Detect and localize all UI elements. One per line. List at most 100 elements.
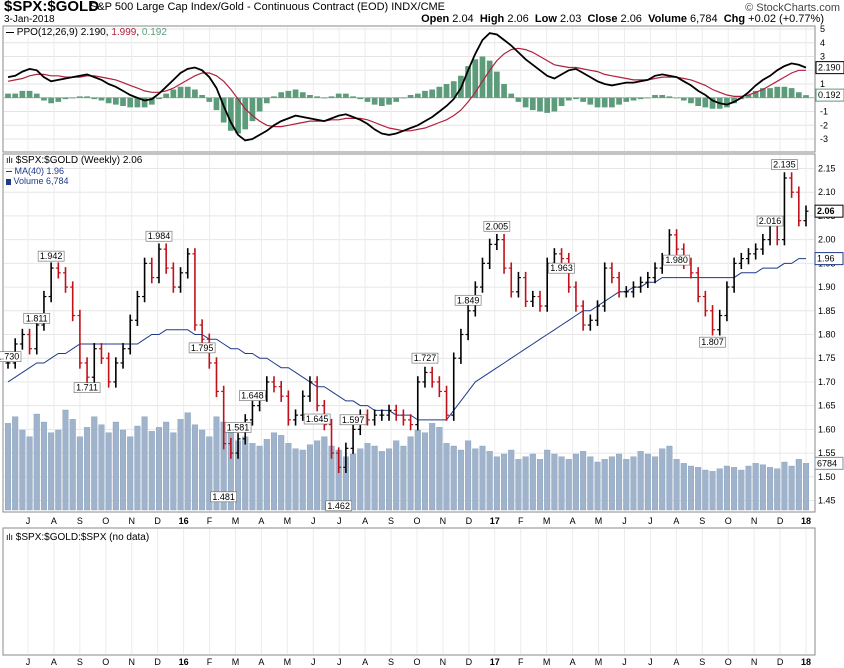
low-label: Low 2.03	[534, 13, 582, 25]
volume-bar	[249, 443, 256, 511]
price-x-tick-label: S	[77, 516, 83, 526]
ppo-histogram-bar	[127, 97, 134, 108]
volume-bar	[594, 461, 601, 511]
price-x-tick-label: S	[388, 516, 394, 526]
ppo-histogram-bar	[343, 93, 349, 98]
price-x-tick-label: O	[413, 516, 420, 526]
stockcharts-brand[interactable]: © StockCharts.com	[745, 2, 840, 14]
volume-bar	[421, 432, 428, 511]
ppo-histogram-bar	[666, 96, 673, 98]
ppo-legend-swatch	[6, 31, 14, 33]
ppo-histogram-bar	[120, 97, 126, 106]
price-x-tick-label: A	[570, 516, 576, 526]
volume-bar	[263, 439, 270, 511]
volume-bar	[40, 421, 47, 511]
ppo-histogram-bar	[465, 66, 471, 98]
close-label: Close 2.06	[587, 13, 642, 25]
ppo-histogram-bar	[156, 97, 162, 100]
ppo-histogram-bar	[494, 71, 500, 98]
volume-bar	[795, 459, 802, 511]
price-annotation-box	[325, 500, 353, 512]
price-annotation-label: 1.648	[241, 391, 264, 401]
volume-bar	[98, 424, 105, 511]
ppo-histogram-bar	[213, 97, 220, 111]
volume-bar	[450, 445, 457, 511]
volume-label: Volume 6,784	[648, 13, 718, 25]
ppo-histogram-bar	[256, 97, 263, 112]
ppo-lines	[7, 32, 807, 142]
price-last-close-box	[814, 204, 844, 218]
price-x-tick-label: A	[258, 516, 264, 526]
price-y-tick-label: 1.55	[818, 448, 836, 458]
price-x-tick-label: M	[284, 516, 292, 526]
ppo-histogram-bar	[587, 97, 594, 105]
volume-bar	[55, 429, 62, 511]
price-annotation-box	[663, 254, 690, 266]
ma-legend: MA(40) 1.96	[6, 166, 64, 176]
volume-bar	[292, 448, 299, 511]
price-x-tick-label: J	[622, 516, 627, 526]
ppo-histogram-bar	[767, 88, 773, 98]
ppo-histogram-bar	[637, 97, 644, 100]
ppo-histogram-bar	[479, 56, 486, 98]
lower-panel-frame	[2, 527, 816, 656]
price-x-tick-label: D	[154, 516, 161, 526]
ppo-histogram-bar	[77, 96, 83, 98]
volume-bar	[608, 456, 615, 511]
open-label: Open 2.04	[421, 13, 474, 25]
price-y-tick-label: 1.80	[818, 330, 836, 340]
volume-bar	[321, 436, 328, 511]
lower-legend-label: $SPX:$GOLD:$SPX (no data)	[15, 532, 150, 543]
volume-bar	[630, 456, 637, 511]
ppo-histogram-bar	[393, 97, 400, 102]
price-x-tick-label: F	[518, 516, 524, 526]
volume-bar	[687, 465, 694, 511]
price-annotation-box	[23, 312, 51, 324]
price-x-tick-label: A	[673, 516, 679, 526]
lower-x-tick-label: M	[595, 657, 603, 667]
ppo-histogram-bar	[141, 97, 148, 108]
price-annotation-label: 1.984	[148, 231, 171, 241]
ppo-histogram-bar	[12, 93, 19, 98]
ppo-histogram-bar	[220, 97, 227, 123]
ppo-histogram-bar	[148, 97, 155, 105]
ppo-histogram-bar	[537, 97, 543, 112]
price-x-tick-label: 17	[490, 516, 500, 526]
change-label: Chg +0.02 (+0.77%)	[723, 13, 824, 25]
volume-bar	[551, 453, 558, 511]
lower-legend-icon: ılı	[6, 532, 14, 542]
volume-bar	[62, 409, 69, 511]
ppo-histogram-bar	[422, 90, 428, 98]
price-annotation-label: 1.980	[665, 255, 688, 265]
ppo-hist-last-value-box	[815, 88, 844, 102]
lower-x-tick-label: N	[440, 657, 447, 667]
chart-symbol: $SPX:$GOLD	[4, 0, 100, 15]
ppo-histogram-bar	[774, 86, 781, 98]
volume-bar	[673, 459, 680, 511]
ppo-histogram-bar	[472, 59, 479, 98]
volume-bar	[199, 429, 206, 511]
volume-bar	[19, 429, 26, 511]
ppo-histogram-bar	[84, 96, 90, 98]
price-x-tick-label: M	[543, 516, 551, 526]
volume-bar	[759, 464, 766, 511]
volume-bar	[242, 436, 249, 511]
lower-x-tick-label: S	[388, 657, 394, 667]
volume-bar	[278, 435, 285, 511]
price-y-tick-label: 2.00	[818, 235, 836, 245]
volume-bar	[120, 429, 127, 511]
volume-bar	[357, 448, 364, 511]
ppo-histogram-bar	[357, 97, 364, 100]
ppo-histogram-bar	[652, 95, 658, 98]
ppo-histogram-bar	[184, 86, 191, 98]
lower-x-tick-label: J	[622, 657, 627, 667]
ppo-y-tick-label: -2	[820, 120, 828, 130]
ppo-histogram-bar	[249, 97, 256, 122]
volume-bar	[716, 468, 723, 511]
volume-bar	[702, 469, 709, 511]
volume-bar	[659, 448, 666, 511]
price-annotation-box	[145, 230, 173, 242]
price-annotation-label: 1.807	[701, 337, 724, 347]
volume-last-value: 6784	[817, 458, 837, 468]
